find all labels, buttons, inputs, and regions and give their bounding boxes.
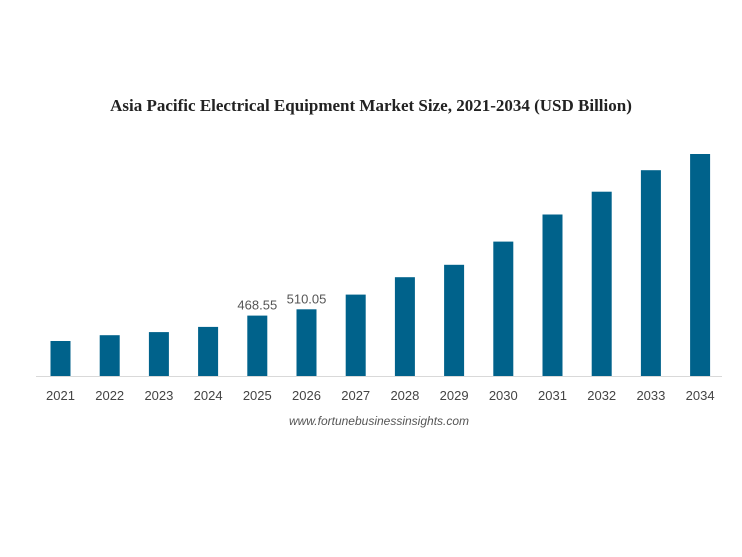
bar-2032 [591,191,612,376]
x-tick-label-2025: 2025 [243,388,272,403]
bar-2028 [394,277,415,376]
bar-2034 [690,154,711,376]
data-label-2026: 510.05 [287,291,327,306]
x-tick-label-2029: 2029 [440,388,469,403]
bar-2021 [50,341,71,376]
x-tick-label-2028: 2028 [390,388,419,403]
bar-2022 [99,335,120,376]
bar-2026 [296,309,317,376]
bar-2027 [345,294,366,376]
bar-2033 [640,170,661,376]
bar-2025 [247,315,268,376]
x-tick-label-2026: 2026 [292,388,321,403]
x-tick-label-2022: 2022 [95,388,124,403]
bar-2031 [542,214,563,376]
bar-2029 [444,264,465,376]
x-tick-label-2030: 2030 [489,388,518,403]
data-label-2025: 468.55 [237,298,277,313]
chart-title: Asia Pacific Electrical Equipment Market… [110,96,632,115]
x-tick-label-2027: 2027 [341,388,370,403]
x-tick-label-2032: 2032 [587,388,616,403]
x-tick-label-2031: 2031 [538,388,567,403]
x-tick-label-2034: 2034 [686,388,715,403]
x-tick-label-2024: 2024 [194,388,223,403]
bar-2030 [493,241,514,376]
bar-2024 [198,326,219,376]
bar-2023 [148,332,169,376]
x-tick-label-2021: 2021 [46,388,75,403]
x-tick-label-2023: 2023 [144,388,173,403]
x-tick-label-2033: 2033 [636,388,665,403]
source-note: www.fortunebusinessinsights.com [288,414,470,428]
